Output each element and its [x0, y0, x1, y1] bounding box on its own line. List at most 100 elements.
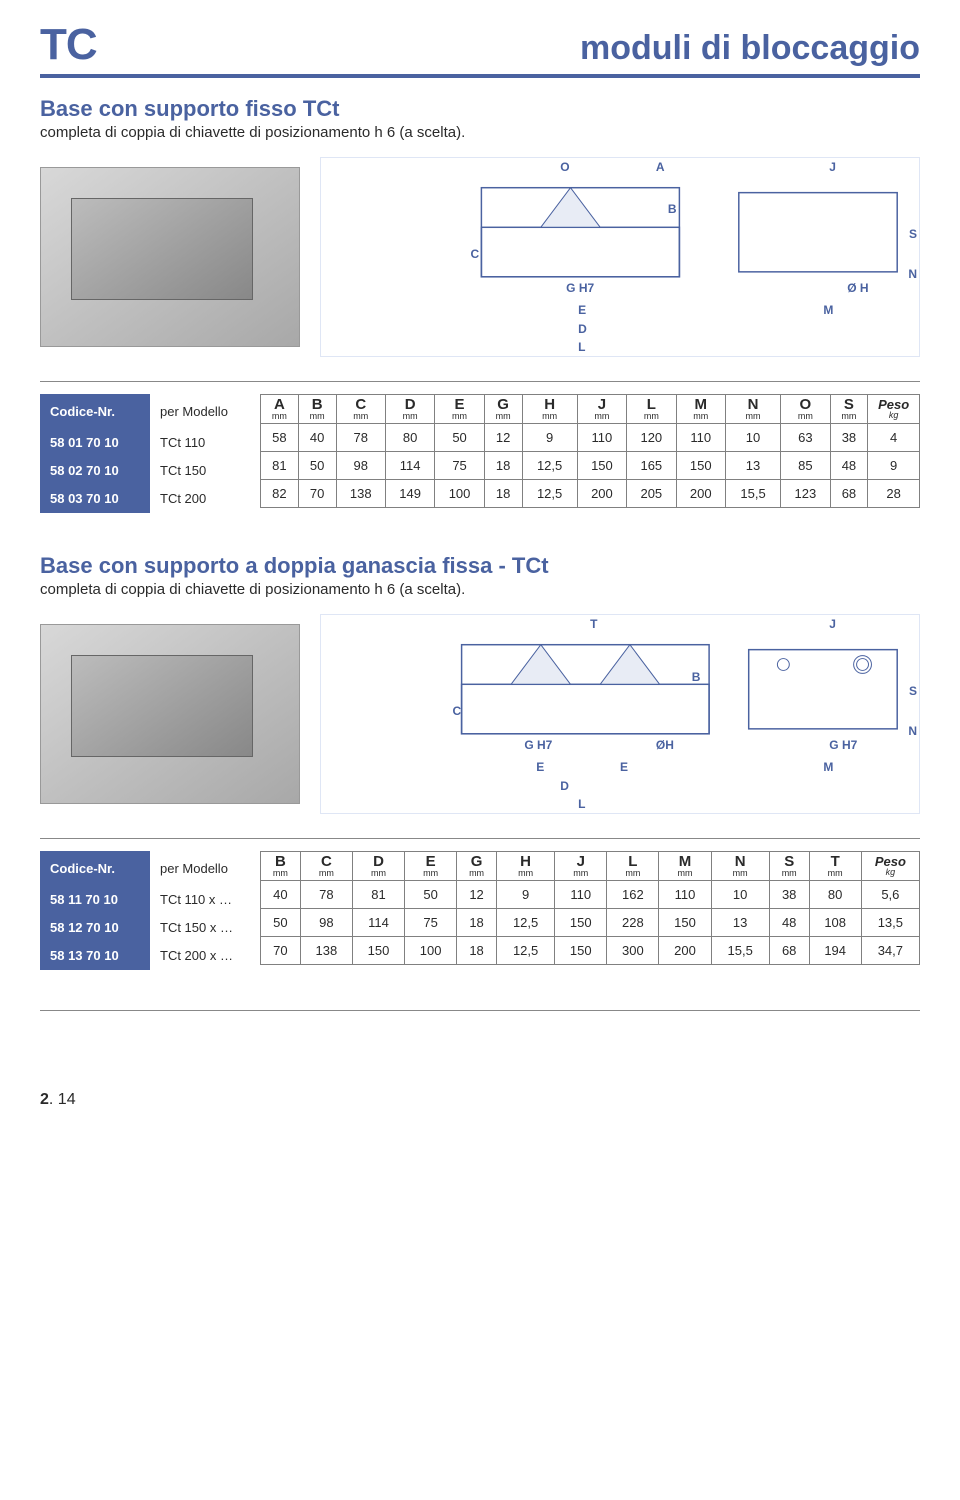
column-header: Smm	[830, 395, 868, 424]
column-header: Bmm	[298, 395, 336, 424]
data-cell: 300	[607, 937, 659, 965]
code-cell: 58 13 70 10	[40, 942, 150, 970]
model-cell: TCt 150 x …	[150, 914, 260, 942]
data-cell: 12,5	[496, 909, 554, 937]
data-cell: 12	[457, 881, 497, 909]
spec-table-1: AmmBmmCmmDmmEmmGmmHmmJmmLmmMmmNmmOmmSmmP…	[260, 394, 920, 508]
data-cell: 12	[484, 424, 522, 452]
column-header: Nmm	[725, 395, 780, 424]
data-cell: 12,5	[522, 452, 577, 480]
data-cell: 9	[868, 452, 920, 480]
column-header: Omm	[781, 395, 830, 424]
data-cell: 50	[405, 881, 457, 909]
data-cell: 110	[676, 424, 725, 452]
data-cell: 13	[725, 452, 780, 480]
column-header: Dmm	[385, 395, 434, 424]
data-cell: 120	[627, 424, 676, 452]
divider	[40, 1010, 920, 1011]
data-cell: 15,5	[711, 937, 769, 965]
model-cell: TCt 110	[150, 429, 260, 457]
header-model: per Modello	[150, 394, 260, 429]
data-cell: 100	[435, 480, 484, 508]
column-header: Cmm	[300, 852, 352, 881]
column-header: Hmm	[522, 395, 577, 424]
table-left-columns: Codice-Nr. per Modello 58 01 70 10TCt 11…	[40, 394, 260, 513]
data-cell: 78	[300, 881, 352, 909]
data-cell: 13	[711, 909, 769, 937]
data-cell: 34,7	[861, 937, 919, 965]
data-cell: 138	[336, 480, 385, 508]
data-cell: 48	[769, 909, 809, 937]
model-cell: TCt 150	[150, 457, 260, 485]
code-cell: 58 01 70 10	[40, 429, 150, 457]
table-row: 58 12 70 10TCt 150 x …	[40, 914, 260, 942]
data-cell: 110	[659, 881, 711, 909]
table-left-columns: Codice-Nr. per Modello 58 11 70 10TCt 11…	[40, 851, 260, 970]
column-header: Pesokg	[868, 395, 920, 424]
data-cell: 70	[261, 937, 301, 965]
data-cell: 150	[352, 937, 404, 965]
column-header: Mmm	[659, 852, 711, 881]
section2-table: Codice-Nr. per Modello 58 11 70 10TCt 11…	[40, 838, 920, 970]
table-row: 58 03 70 10TCt 200	[40, 485, 260, 513]
column-header: Smm	[769, 852, 809, 881]
data-cell: 81	[261, 452, 299, 480]
model-cell: TCt 110 x …	[150, 886, 260, 914]
technical-drawing-2: T J C B G H7 ØH G H7 E E D L M N S	[320, 614, 920, 814]
table-row: 58 11 70 10TCt 110 x …	[40, 886, 260, 914]
code-cell: 58 11 70 10	[40, 886, 150, 914]
data-cell: 48	[830, 452, 868, 480]
section1-table: Codice-Nr. per Modello 58 01 70 10TCt 11…	[40, 381, 920, 513]
data-cell: 150	[555, 937, 607, 965]
data-cell: 13,5	[861, 909, 919, 937]
column-header: Jmm	[555, 852, 607, 881]
column-header: Tmm	[809, 852, 861, 881]
data-cell: 85	[781, 452, 830, 480]
section1-subtitle: completa di coppia di chiavette di posiz…	[40, 124, 920, 141]
model-cell: TCt 200	[150, 485, 260, 513]
data-cell: 114	[352, 909, 404, 937]
data-cell: 114	[385, 452, 434, 480]
table-row: 58 02 70 10TCt 150	[40, 457, 260, 485]
data-cell: 38	[769, 881, 809, 909]
column-header: Gmm	[457, 852, 497, 881]
data-cell: 18	[457, 937, 497, 965]
data-cell: 18	[457, 909, 497, 937]
data-cell: 98	[336, 452, 385, 480]
data-cell: 162	[607, 881, 659, 909]
data-cell: 40	[261, 881, 301, 909]
table-row: 5098114751812,5150228150134810813,5	[261, 909, 920, 937]
data-cell: 98	[300, 909, 352, 937]
section2-figures: T J C B G H7 ØH G H7 E E D L M N S	[40, 614, 920, 814]
data-cell: 78	[336, 424, 385, 452]
section1-figures: O A J C B G H7 E D L Ø H M N S	[40, 157, 920, 357]
column-header: Dmm	[352, 852, 404, 881]
data-cell: 4	[868, 424, 920, 452]
data-cell: 150	[555, 909, 607, 937]
column-header: Nmm	[711, 852, 769, 881]
data-cell: 9	[522, 424, 577, 452]
data-cell: 200	[659, 937, 711, 965]
data-cell: 63	[781, 424, 830, 452]
data-cell: 12,5	[496, 937, 554, 965]
data-cell: 50	[298, 452, 336, 480]
column-header: Lmm	[627, 395, 676, 424]
data-cell: 108	[809, 909, 861, 937]
data-cell: 110	[577, 424, 626, 452]
data-cell: 100	[405, 937, 457, 965]
header-code: Codice-Nr.	[40, 851, 150, 886]
table-row: 701381501001812,515030020015,56819434,7	[261, 937, 920, 965]
data-cell: 150	[659, 909, 711, 937]
data-cell: 15,5	[725, 480, 780, 508]
data-cell: 68	[769, 937, 809, 965]
table-row: 815098114751812,51501651501385489	[261, 452, 920, 480]
data-cell: 75	[435, 452, 484, 480]
column-header: Gmm	[484, 395, 522, 424]
section1-title: Base con supporto fisso TCt	[40, 96, 920, 122]
data-cell: 228	[607, 909, 659, 937]
column-header: Emm	[405, 852, 457, 881]
data-cell: 50	[435, 424, 484, 452]
data-cell: 200	[577, 480, 626, 508]
header-code: Codice-Nr.	[40, 394, 150, 429]
data-cell: 81	[352, 881, 404, 909]
